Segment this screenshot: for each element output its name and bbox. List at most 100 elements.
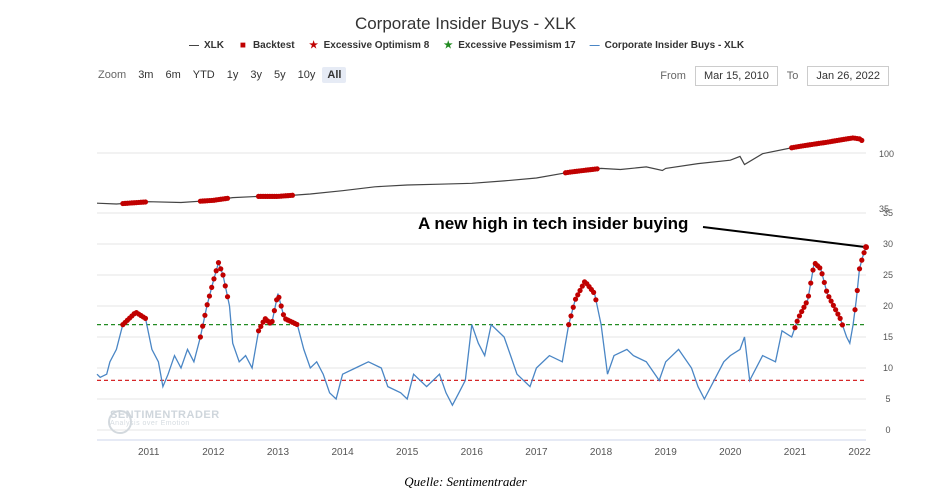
backtest-marker	[142, 315, 149, 321]
backtest-marker	[823, 288, 830, 294]
x-tick-label: 2019	[655, 447, 678, 458]
zoom-button-3y[interactable]: 3y	[250, 69, 262, 81]
x-tick-label: 2021	[784, 447, 807, 458]
latest-point-marker	[863, 244, 869, 251]
backtest-marker	[294, 321, 300, 328]
backtest-marker	[289, 192, 296, 198]
sentimentrader-logo: SENTIMENTRADER Analysis over Emotion	[110, 409, 220, 427]
legend-item-2[interactable]: ★ Excessive Optimism 8	[307, 40, 430, 51]
lower-y-tick-label: 30	[883, 239, 893, 249]
backtest-marker	[222, 283, 228, 289]
backtest-marker	[819, 271, 825, 277]
backtest-marker	[828, 298, 834, 304]
x-tick-label: 2012	[202, 447, 225, 458]
xlk-line	[96, 137, 864, 205]
backtest-marker	[805, 293, 812, 299]
zoom-button-5y[interactable]: 5y	[274, 69, 286, 81]
backtest-marker	[821, 279, 827, 286]
legend-label: Excessive Optimism 8	[323, 40, 430, 51]
backtest-marker	[255, 328, 262, 334]
lower-y-tick-label: 35	[883, 208, 893, 218]
backtest-marker	[269, 318, 275, 325]
backtest-marker	[202, 312, 208, 318]
backtest-marker	[594, 166, 600, 172]
zoom-button-1y[interactable]: 1y	[226, 69, 239, 81]
zoom-button-ytd[interactable]: YTD	[192, 69, 215, 81]
backtest-marker	[278, 303, 284, 309]
backtest-marker	[835, 311, 841, 317]
backtest-marker	[566, 322, 572, 328]
legend-item-4[interactable]: — Corporate Insider Buys - XLK	[588, 40, 744, 51]
backtest-marker	[859, 257, 865, 263]
backtest-marker	[200, 323, 206, 329]
backtest-marker	[271, 308, 277, 314]
backtest-marker	[854, 287, 860, 294]
source-caption: Quelle: Sentimentrader	[404, 474, 527, 489]
to-label: To	[786, 70, 799, 82]
zoom-button-6m[interactable]: 6m	[165, 69, 181, 81]
x-tick-label: 2016	[461, 447, 484, 458]
backtest-marker	[280, 312, 287, 318]
backtest-marker	[808, 280, 814, 286]
backtest-marker	[801, 304, 807, 310]
x-tick-label: 2018	[590, 447, 613, 458]
zoom-button-3m[interactable]: 3m	[138, 69, 154, 81]
backtest-marker	[211, 276, 217, 282]
chart-annotation: A new high in tech insider buying	[418, 214, 689, 233]
backtest-marker	[570, 304, 576, 310]
backtest-marker	[224, 294, 231, 300]
chart-title: Corporate Insider Buys - XLK	[354, 14, 577, 33]
x-tick-label: 2017	[525, 447, 548, 458]
backtest-marker	[817, 265, 823, 271]
backtest-marker	[803, 300, 809, 306]
legend-symbol-icon: ★	[309, 40, 319, 51]
insider-buys-line	[96, 246, 867, 407]
x-tick-label: 2015	[396, 447, 419, 458]
backtest-marker	[794, 318, 800, 324]
legend-item-0[interactable]: — XLK	[187, 40, 224, 51]
legend-symbol-icon: ■	[239, 40, 246, 51]
backtest-marker	[833, 307, 839, 313]
backtest-marker	[796, 313, 803, 319]
zoom-button-all[interactable]: All	[322, 67, 347, 83]
upper-y-tick-label: 100	[879, 149, 894, 159]
backtest-marker	[575, 292, 581, 298]
backtest-marker	[830, 302, 836, 308]
legend-item-1[interactable]: ■ Backtest	[236, 40, 295, 51]
backtest-marker	[577, 287, 583, 294]
backtest-marker	[276, 294, 282, 300]
lower-y-tick-label: 20	[883, 301, 893, 311]
x-tick-label: 2014	[331, 447, 354, 458]
lower-y-tick-label: 10	[883, 363, 893, 373]
legend-label: XLK	[203, 40, 224, 51]
lower-y-tick-label: 15	[883, 332, 893, 342]
upper-y-tick-label: 35	[879, 204, 889, 214]
zoom-button-10y[interactable]: 10y	[297, 69, 316, 81]
backtest-marker	[258, 323, 264, 330]
legend-symbol-icon: ★	[443, 40, 453, 51]
backtest-marker	[837, 315, 843, 321]
legend-label: Excessive Pessimism 17	[458, 40, 576, 51]
backtest-marker	[218, 266, 224, 272]
backtest-marker	[792, 325, 798, 331]
backtest-marker	[856, 266, 863, 272]
backtest-marker	[861, 250, 867, 256]
backtest-marker	[591, 289, 597, 295]
from-label: From	[660, 70, 686, 82]
from-date-input[interactable]: Mar 15, 2010	[695, 66, 778, 86]
zoom-buttons: 3m 6m YTD 1y 3y 5y 10y All	[133, 67, 348, 83]
legend-symbol-icon: —	[188, 40, 199, 51]
legend-symbol-icon: —	[589, 40, 600, 51]
legend: — XLK ■ Backtest ★ Excessive Optimism 8 ★ Exces…	[0, 40, 931, 51]
lower-y-tick-label: 5	[885, 394, 890, 404]
backtest-marker	[572, 296, 579, 302]
legend-item-3[interactable]: ★ Excessive Pessimism 17	[441, 40, 576, 51]
backtest-marker	[215, 260, 222, 266]
backtest-marker	[799, 308, 805, 315]
annotation-arrow	[702, 226, 867, 249]
to-date-input[interactable]: Jan 26, 2022	[807, 66, 889, 86]
legend-label: Backtest	[252, 40, 295, 51]
legend-label: Corporate Insider Buys - XLK	[604, 40, 745, 51]
backtest-marker	[568, 313, 574, 319]
